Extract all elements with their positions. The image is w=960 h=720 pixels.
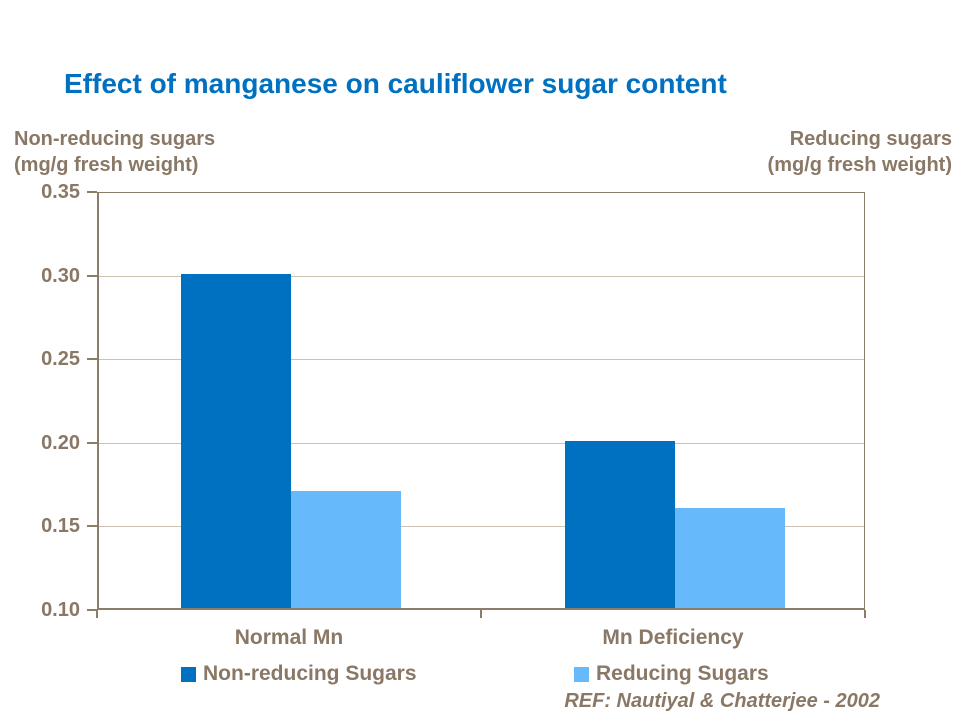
y-tick-mark-0.10 (87, 609, 97, 611)
y-tick-label-0.25: 0.25 (41, 348, 80, 371)
y-tick-mark-0.30 (87, 274, 97, 277)
y-tick-mark-0.20 (87, 441, 97, 444)
category-label-mn-deficiency: Mn Deficiency (602, 626, 744, 649)
gridline-0.20 (99, 442, 864, 444)
right-axis-label-line1: Reducing sugars (789, 128, 952, 150)
y-tick-mark-0.25 (87, 358, 97, 361)
gridline-0.25 (99, 359, 864, 361)
left-axis-label: Non-reducing sugars (mg/g fresh weight) (14, 126, 215, 178)
left-axis-label-line1: Non-reducing sugars (14, 128, 216, 150)
y-tick-label-0.20: 0.20 (41, 431, 80, 454)
bar-reducing-sugars-normal-mn (291, 490, 401, 608)
legend-label-non-reducing-sugars: Non-reducing Sugars (203, 662, 417, 685)
legend-label-reducing-sugars: Reducing Sugars (596, 662, 769, 685)
gridline-0.30 (99, 275, 864, 277)
bar-reducing-sugars-mn-deficiency (675, 507, 785, 608)
y-tick-mark-0.35 (87, 191, 97, 193)
y-tick-label-0.15: 0.15 (41, 515, 80, 538)
x-tick-mark (480, 610, 482, 618)
legend-entry-non-reducing-sugars: Non-reducing Sugars (181, 662, 417, 686)
x-tick-mark (96, 610, 98, 618)
y-tick-label-0.30: 0.30 (41, 264, 80, 287)
plot-area (97, 192, 865, 610)
right-axis-label-line2: (mg/g fresh weight) (767, 154, 952, 176)
y-tick-label-0.10: 0.10 (41, 599, 80, 621)
right-axis-label: Reducing sugars (mg/g fresh weight) (768, 126, 952, 178)
legend-entry-reducing-sugars: Reducing Sugars (574, 662, 769, 686)
chart-title: Effect of manganese on cauliflower sugar… (64, 68, 727, 99)
y-tick-mark-0.15 (87, 525, 97, 528)
legend-swatch-reducing-sugars (574, 666, 589, 682)
bar-non-reducing-sugars-mn-deficiency (565, 440, 675, 608)
x-tick-mark (864, 610, 866, 618)
gridline-0.15 (99, 526, 864, 528)
category-label-normal-mn: Normal Mn (234, 626, 344, 649)
legend-swatch-non-reducing-sugars (181, 666, 196, 682)
y-tick-label-0.35: 0.35 (41, 181, 80, 203)
reference-text: REF: Nautiyal & Chatterjee - 2002 (564, 690, 880, 712)
bar-non-reducing-sugars-normal-mn (181, 273, 291, 608)
left-axis-label-line2: (mg/g fresh weight) (14, 154, 199, 176)
